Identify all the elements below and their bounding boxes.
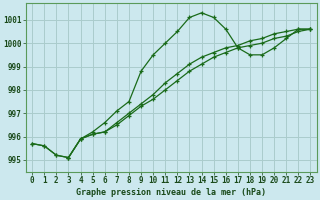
X-axis label: Graphe pression niveau de la mer (hPa): Graphe pression niveau de la mer (hPa): [76, 188, 266, 197]
